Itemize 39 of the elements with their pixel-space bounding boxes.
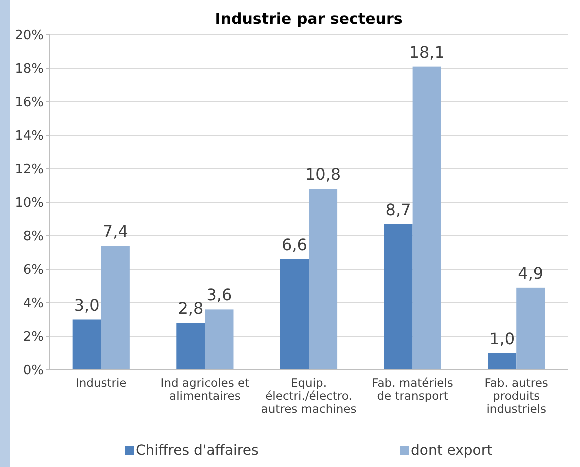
data-label: 10,8 — [305, 165, 342, 184]
y-tick-label: 10% — [15, 196, 44, 212]
legend-label: Chiffres d'affaires — [136, 443, 259, 459]
y-tick-label: 12% — [15, 162, 44, 178]
y-tick-label: 18% — [15, 62, 44, 78]
y-tick-label: 8% — [23, 230, 44, 245]
y-tick-label: 16% — [15, 96, 44, 111]
data-label: 2,8 — [178, 299, 204, 318]
bar — [516, 288, 546, 370]
bar — [176, 323, 206, 370]
data-label: 18,1 — [409, 42, 445, 62]
y-tick-label: 14% — [15, 129, 44, 144]
x-tick-label: Fab. matériels de transport — [372, 376, 454, 403]
y-tick-label: 4% — [23, 296, 44, 312]
bar — [384, 224, 413, 370]
data-label: 8,7 — [386, 200, 412, 220]
y-tick-label: 20% — [15, 28, 44, 44]
data-label: 3,0 — [74, 296, 100, 315]
x-tick-label: Industrie — [76, 376, 127, 390]
x-tick-label: Equip. électri./électro. autres machines — [261, 376, 357, 416]
bar — [101, 246, 130, 370]
y-tick-label: 2% — [23, 330, 44, 346]
data-label: 1,0 — [490, 329, 516, 348]
bar — [72, 320, 102, 370]
chart-title: Industrie par secteurs — [215, 10, 403, 28]
bar — [309, 189, 338, 370]
data-label: 6,6 — [282, 235, 308, 254]
bar — [205, 310, 234, 370]
bar — [488, 353, 517, 370]
data-label: 4,9 — [518, 264, 544, 283]
bar — [412, 66, 442, 370]
y-tick-label: 0% — [23, 364, 44, 379]
x-tick-label: Fab. autres produits industriels — [484, 376, 548, 416]
bar — [280, 259, 309, 370]
legend-label: dont export — [411, 443, 494, 459]
y-tick-label: 6% — [23, 263, 44, 278]
data-label: 3,6 — [206, 286, 232, 305]
data-label: 7,4 — [102, 222, 128, 242]
x-tick-label: Ind agricoles et alimentaires — [160, 376, 250, 403]
